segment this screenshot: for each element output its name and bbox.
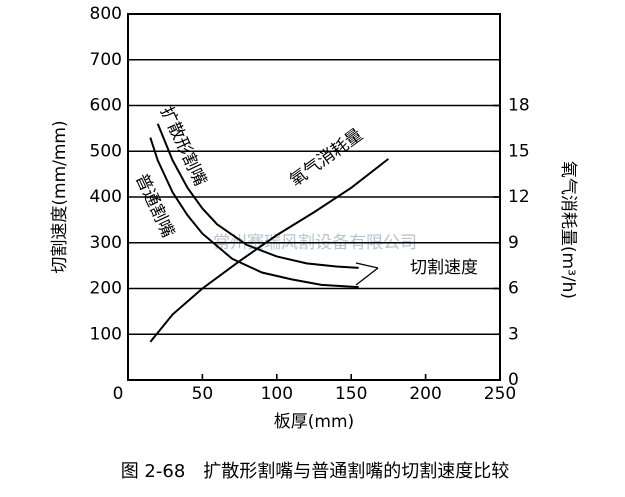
y-tick-label: 700 [90, 50, 122, 70]
y2-axis-label: 氧气消耗量(m³/h) [558, 161, 578, 299]
y-tick-label: 300 [90, 233, 122, 253]
y2-tick-label: 9 [508, 233, 519, 253]
y-tick-label: 500 [90, 141, 122, 161]
y2-tick-label: 0 [508, 370, 519, 390]
annotation-pointer [355, 262, 379, 286]
x-tick-label: 150 [335, 384, 367, 404]
annotation: 切割速度 [410, 258, 478, 278]
x-tick-label: 250 [484, 384, 516, 404]
series-label: 普通割嘴 [131, 171, 178, 241]
y2-tick-label: 12 [508, 187, 530, 207]
y2-tick-label: 6 [508, 279, 519, 299]
line-series [149, 137, 359, 289]
y2-tick-label: 18 [508, 96, 530, 116]
x-tick-label: 0 [113, 384, 124, 404]
y2-tick-label: 15 [508, 141, 530, 161]
x-tick-label: 100 [261, 384, 293, 404]
x-axis-label: 板厚(mm) [274, 412, 354, 432]
caption: 图 2-68 扩散形割嘴与普通割嘴的切割速度比较 [121, 461, 510, 482]
series-label: 氧气消耗量 [286, 125, 367, 191]
line-series [156, 123, 359, 269]
y2-tick-label: 3 [508, 324, 519, 344]
y-tick-label: 200 [90, 279, 122, 299]
series-label: 扩散形割嘴 [156, 104, 210, 189]
y-tick-label: 600 [90, 96, 122, 116]
y-axis-label: 切割速度(mm/mm) [50, 120, 70, 273]
y-tick-label: 100 [90, 324, 122, 344]
line-series [149, 158, 390, 343]
y-tick-label: 800 [90, 4, 122, 24]
x-tick-label: 50 [192, 384, 214, 404]
y-tick-label: 400 [90, 187, 122, 207]
x-tick-label: 200 [409, 384, 441, 404]
